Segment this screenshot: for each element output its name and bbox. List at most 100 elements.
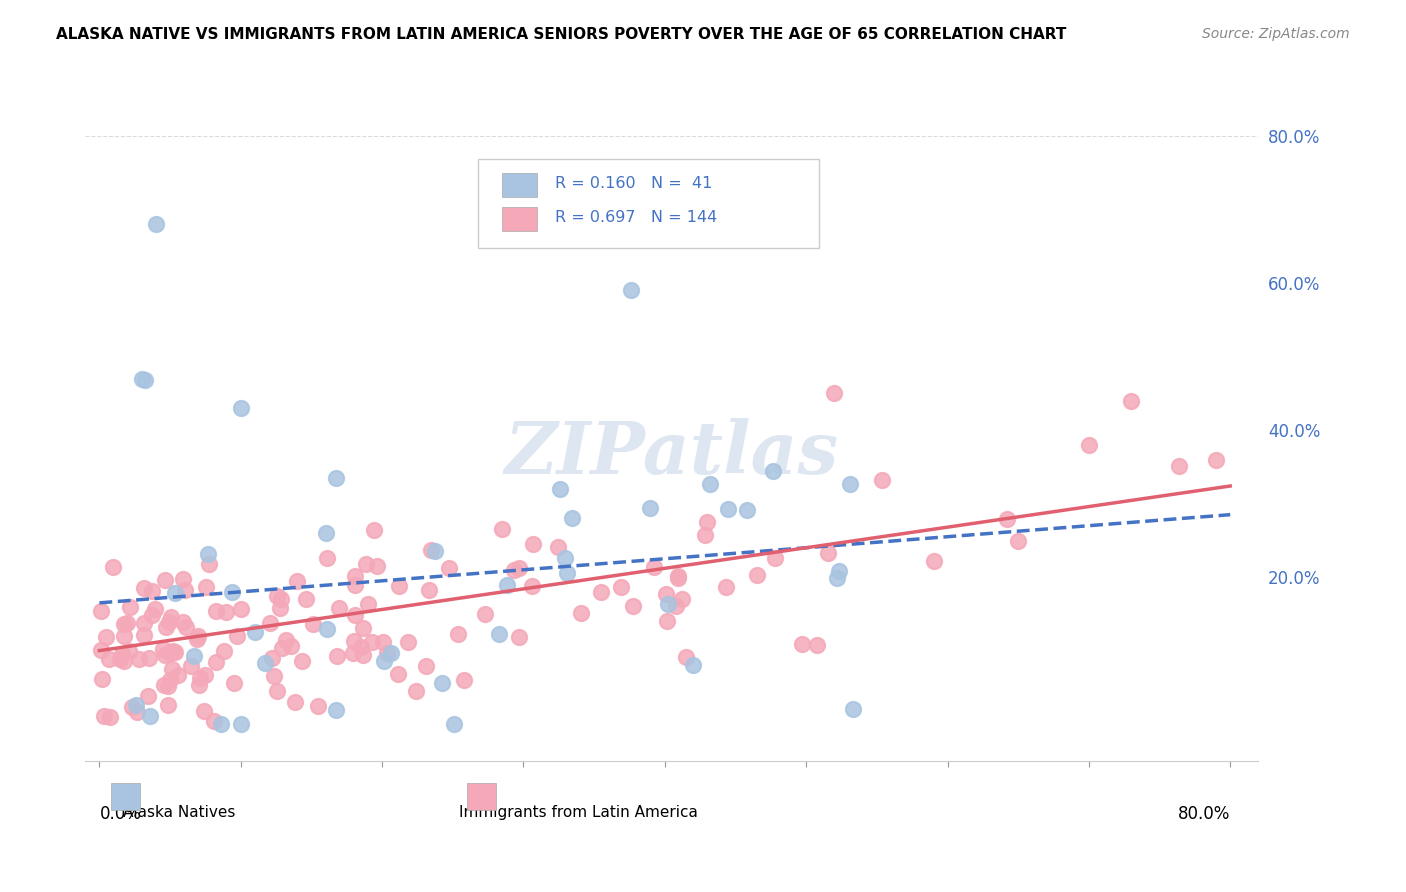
Point bbox=[152, 641, 174, 656]
Point bbox=[655, 587, 678, 601]
Point bbox=[271, 641, 294, 656]
Point bbox=[131, 372, 153, 386]
Point bbox=[188, 671, 211, 685]
Point bbox=[124, 698, 146, 712]
Point bbox=[352, 621, 374, 635]
Point bbox=[872, 473, 894, 487]
Point bbox=[387, 667, 409, 681]
Point bbox=[496, 578, 519, 592]
Point bbox=[315, 622, 337, 636]
Point bbox=[373, 654, 395, 668]
Point bbox=[747, 567, 769, 582]
Point bbox=[1205, 452, 1227, 467]
Point bbox=[280, 639, 302, 653]
Point bbox=[187, 629, 209, 643]
Point bbox=[350, 640, 373, 654]
Point bbox=[569, 606, 592, 620]
FancyBboxPatch shape bbox=[502, 173, 537, 197]
Point bbox=[90, 673, 112, 687]
Point bbox=[363, 524, 385, 538]
Point bbox=[155, 620, 177, 634]
Point bbox=[671, 592, 693, 607]
Point bbox=[108, 651, 131, 665]
Point bbox=[343, 608, 366, 623]
Point bbox=[194, 581, 217, 595]
Point bbox=[159, 646, 181, 660]
Point bbox=[209, 717, 232, 731]
Point bbox=[111, 647, 134, 661]
Point bbox=[145, 218, 167, 232]
Point bbox=[508, 630, 530, 644]
Point bbox=[212, 644, 235, 658]
Point bbox=[325, 648, 347, 663]
Point bbox=[388, 579, 411, 593]
Point bbox=[699, 477, 721, 491]
Point bbox=[231, 602, 253, 616]
Point bbox=[443, 717, 465, 731]
Point bbox=[682, 658, 704, 673]
Point bbox=[125, 706, 148, 720]
Point bbox=[159, 673, 181, 688]
FancyBboxPatch shape bbox=[478, 160, 818, 248]
Point bbox=[187, 678, 209, 692]
Point bbox=[405, 684, 427, 698]
Point bbox=[825, 571, 848, 585]
Text: Alaska Natives: Alaska Natives bbox=[122, 805, 235, 821]
Point bbox=[343, 569, 366, 583]
Point bbox=[243, 625, 266, 640]
Point bbox=[93, 709, 115, 723]
Point bbox=[204, 714, 226, 728]
Point bbox=[453, 673, 475, 687]
Point bbox=[806, 638, 828, 652]
Point bbox=[225, 629, 247, 643]
Point bbox=[561, 511, 583, 525]
Point bbox=[425, 544, 447, 558]
Point bbox=[666, 569, 689, 583]
FancyBboxPatch shape bbox=[111, 782, 141, 810]
Point bbox=[134, 615, 156, 630]
Point bbox=[98, 710, 121, 724]
Point bbox=[380, 646, 402, 660]
Point bbox=[112, 628, 135, 642]
Point bbox=[98, 651, 121, 665]
Point bbox=[215, 605, 238, 619]
FancyBboxPatch shape bbox=[467, 782, 496, 810]
Point bbox=[229, 717, 252, 731]
Point bbox=[118, 643, 141, 657]
Point bbox=[447, 627, 470, 641]
Point bbox=[373, 635, 395, 649]
Point bbox=[508, 560, 530, 574]
Point bbox=[229, 401, 252, 416]
Point bbox=[307, 698, 329, 713]
Point bbox=[132, 628, 155, 642]
Text: R = 0.697   N = 144: R = 0.697 N = 144 bbox=[554, 210, 717, 225]
Point bbox=[315, 550, 337, 565]
Point bbox=[128, 652, 150, 666]
Point bbox=[396, 635, 419, 649]
Point bbox=[675, 649, 697, 664]
Point bbox=[418, 582, 440, 597]
Point bbox=[621, 599, 644, 614]
Point bbox=[134, 373, 156, 387]
Point bbox=[159, 609, 181, 624]
Point bbox=[716, 580, 738, 594]
Point bbox=[120, 600, 142, 615]
Point bbox=[377, 646, 399, 660]
Point bbox=[817, 546, 839, 560]
Point bbox=[342, 646, 364, 660]
Point bbox=[325, 471, 347, 485]
Point bbox=[430, 676, 453, 690]
Point bbox=[1007, 534, 1029, 549]
Point bbox=[502, 563, 524, 577]
Point bbox=[115, 615, 138, 630]
Text: ALASKA NATIVE VS IMMIGRANTS FROM LATIN AMERICA SENIORS POVERTY OVER THE AGE OF 6: ALASKA NATIVE VS IMMIGRANTS FROM LATIN A… bbox=[56, 27, 1067, 42]
Point bbox=[643, 559, 665, 574]
Point bbox=[325, 703, 347, 717]
Point bbox=[162, 644, 184, 658]
Point bbox=[112, 616, 135, 631]
Point bbox=[193, 704, 215, 718]
Point bbox=[266, 590, 288, 604]
Point bbox=[620, 283, 643, 297]
Point bbox=[657, 598, 679, 612]
Point bbox=[315, 525, 337, 540]
